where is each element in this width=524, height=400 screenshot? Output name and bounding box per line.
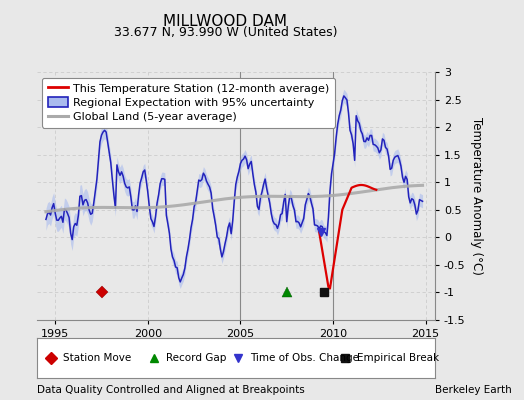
- Text: Empirical Break: Empirical Break: [357, 353, 440, 363]
- Text: Time of Obs. Change: Time of Obs. Change: [250, 353, 359, 363]
- Text: Berkeley Earth: Berkeley Earth: [435, 385, 511, 395]
- Legend: This Temperature Station (12-month average), Regional Expectation with 95% uncer: This Temperature Station (12-month avera…: [42, 78, 335, 128]
- Text: 33.677 N, 93.990 W (United States): 33.677 N, 93.990 W (United States): [114, 26, 337, 39]
- Text: Record Gap: Record Gap: [166, 353, 226, 363]
- Y-axis label: Temperature Anomaly (°C): Temperature Anomaly (°C): [470, 117, 483, 275]
- Text: Station Move: Station Move: [62, 353, 131, 363]
- Text: Data Quality Controlled and Aligned at Breakpoints: Data Quality Controlled and Aligned at B…: [37, 385, 304, 395]
- Text: MILLWOOD DAM: MILLWOOD DAM: [163, 14, 287, 29]
